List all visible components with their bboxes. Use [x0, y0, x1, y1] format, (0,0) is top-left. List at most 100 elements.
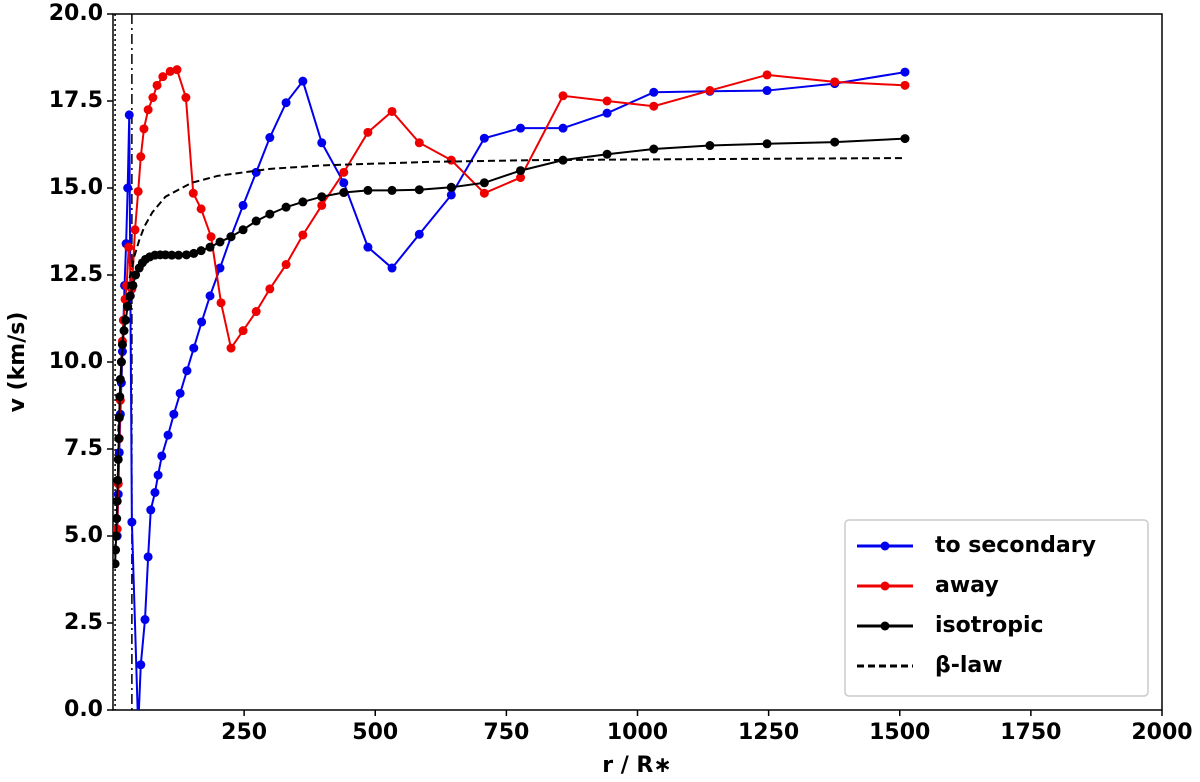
data-point [131, 270, 141, 280]
data-point [146, 505, 156, 515]
data-point [558, 155, 568, 165]
data-point [167, 250, 177, 260]
data-point [121, 315, 131, 325]
data-point [124, 242, 134, 252]
y-tick-label: 20.0 [49, 1, 103, 26]
data-point [143, 105, 153, 115]
data-point [189, 343, 199, 353]
y-axis-label: v (km/s) [5, 312, 30, 413]
data-point [206, 232, 216, 242]
y-tick-label: 5.0 [64, 523, 103, 548]
data-point [196, 204, 206, 214]
x-tick-label: 2000 [1131, 720, 1192, 745]
x-tick-label: 500 [352, 720, 398, 745]
legend-label: to secondary [935, 533, 1096, 558]
data-point [143, 552, 153, 562]
data-point [602, 96, 612, 106]
data-point [113, 454, 123, 464]
data-point [165, 66, 175, 76]
data-point [414, 185, 424, 195]
data-point [516, 123, 526, 133]
data-point [226, 343, 236, 353]
data-point [226, 232, 236, 242]
data-point [113, 514, 122, 524]
data-point [113, 531, 121, 541]
data-point [115, 374, 125, 384]
series-line [116, 68, 906, 530]
data-point [339, 188, 349, 198]
data-point [649, 101, 659, 111]
data-point [157, 451, 167, 461]
data-point [205, 291, 215, 301]
y-tick-label: 12.5 [49, 262, 103, 287]
data-point [317, 138, 327, 148]
data-point [479, 133, 489, 143]
data-point [900, 134, 910, 144]
data-point [414, 138, 424, 148]
data-point [238, 326, 248, 336]
legend-label: isotropic [935, 613, 1044, 638]
data-point [113, 475, 123, 485]
data-point [181, 93, 191, 103]
legend-marker [880, 541, 890, 551]
data-point [363, 185, 373, 195]
data-point [215, 237, 225, 247]
x-tick-label: 1500 [869, 720, 930, 745]
data-point [387, 106, 397, 116]
data-point [251, 307, 261, 317]
data-point [153, 470, 163, 480]
data-point [113, 496, 122, 506]
data-point [363, 127, 373, 137]
data-point [215, 263, 225, 273]
data-point [339, 178, 349, 188]
y-tick-label: 15.0 [49, 175, 103, 200]
data-point [414, 229, 424, 239]
y-tick-label: 7.5 [64, 436, 103, 461]
data-point [140, 615, 150, 625]
data-point [189, 248, 199, 258]
data-point [317, 192, 327, 202]
y-tick-label: 10.0 [49, 349, 103, 374]
data-point [602, 108, 612, 118]
data-point [182, 366, 192, 376]
data-point [181, 250, 191, 260]
data-point [172, 65, 182, 75]
data-point [558, 123, 568, 133]
x-tick-label: 1000 [607, 720, 668, 745]
data-point [281, 260, 291, 270]
data-point [705, 141, 715, 151]
legend-box [844, 519, 1149, 697]
x-tick-label: 750 [483, 720, 529, 745]
data-point [281, 202, 291, 212]
data-point [762, 86, 772, 96]
data-point [762, 139, 772, 149]
data-point [830, 77, 840, 87]
data-point [281, 98, 291, 108]
data-point [136, 152, 146, 162]
data-point [762, 70, 772, 80]
data-point [175, 388, 185, 398]
data-point [298, 197, 308, 207]
data-point [196, 246, 206, 256]
data-point [649, 144, 659, 154]
data-point [216, 298, 226, 308]
data-point [830, 137, 840, 147]
x-axis-label: r / R∗ [602, 753, 672, 778]
data-point [128, 280, 138, 290]
data-point [133, 186, 143, 196]
legend-marker [880, 621, 890, 631]
legend-marker [880, 581, 890, 591]
data-point [479, 188, 489, 198]
data-point [649, 87, 659, 97]
data-point [163, 430, 173, 440]
data-point [265, 209, 275, 219]
data-point [113, 559, 120, 569]
data-point [516, 166, 526, 176]
series-line [117, 157, 906, 432]
data-point [113, 545, 121, 555]
data-point [317, 200, 327, 210]
data-point [900, 67, 910, 77]
legend-label: away [935, 573, 999, 598]
data-point [446, 155, 456, 165]
